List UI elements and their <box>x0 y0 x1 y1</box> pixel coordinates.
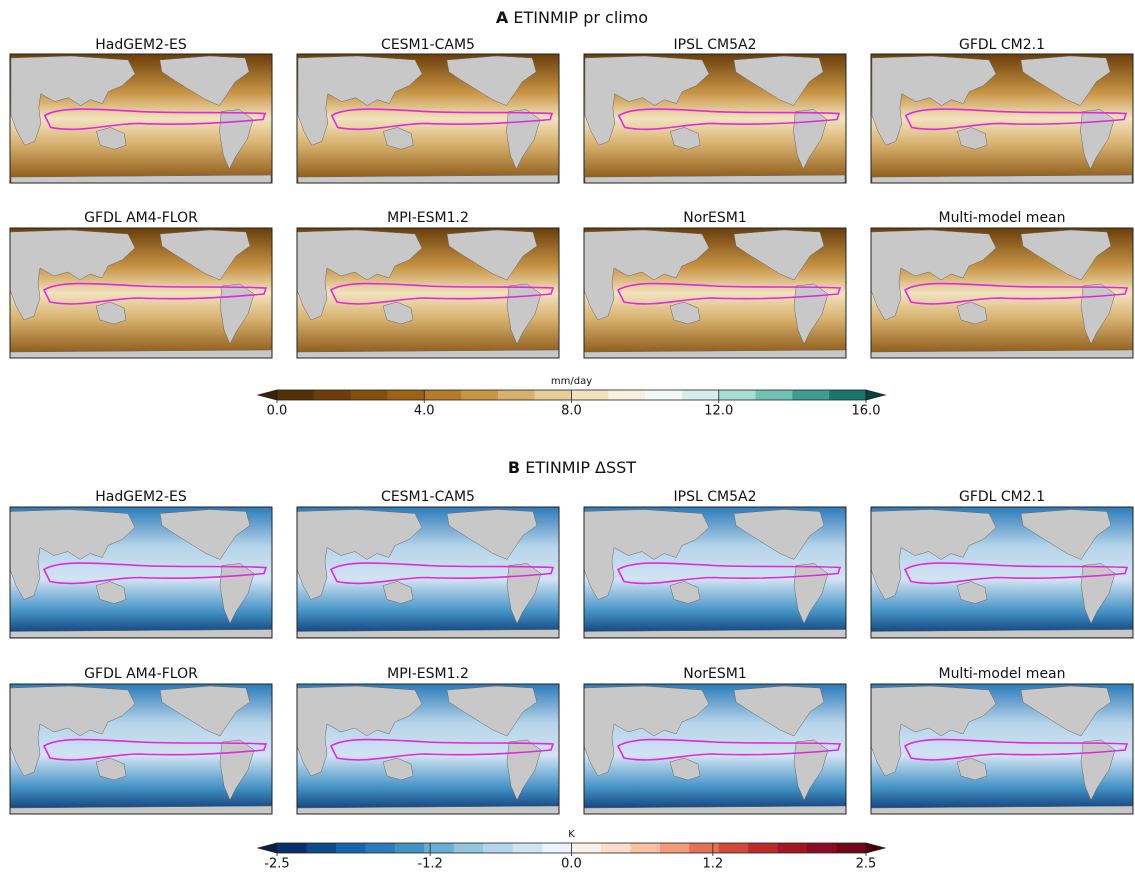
colorbar-segment <box>756 390 793 400</box>
panel-title: ETINMIP pr climo <box>513 8 648 27</box>
colorbar-segment <box>351 390 388 400</box>
colorbar-segment <box>461 390 498 400</box>
map-title: Multi-model mean <box>938 210 1065 226</box>
colorbar-tick-label: 4.0 <box>414 404 435 419</box>
colorbar-segment <box>365 843 395 853</box>
colorbar-segment <box>837 843 867 853</box>
colorbar-segment <box>682 390 719 400</box>
map-title: IPSL CM5A2 <box>674 489 757 505</box>
colorbar-segment <box>608 390 645 400</box>
colorbar-tick-label: 1.2 <box>703 857 724 872</box>
map-title: NorESM1 <box>683 210 747 226</box>
colorbar-segment <box>645 390 682 400</box>
colorbar-segment <box>748 843 778 853</box>
colorbar-segment <box>630 843 660 853</box>
colorbar-tick-label: 8.0 <box>561 404 582 419</box>
panel-label: B <box>508 458 520 477</box>
colorbar-tick-label: 12.0 <box>704 404 733 419</box>
map-title: Multi-model mean <box>938 666 1065 682</box>
colorbar-segment <box>660 843 690 853</box>
map-title: CESM1-CAM5 <box>381 37 475 53</box>
map-title: CESM1-CAM5 <box>381 489 475 505</box>
colorbar-tick-label: 0.0 <box>561 857 582 872</box>
colorbar-tick-label: 16.0 <box>852 404 881 419</box>
colorbar-segment <box>572 843 602 853</box>
map-title: GFDL AM4-FLOR <box>84 666 198 682</box>
colorbar-segment <box>277 843 307 853</box>
map-title: HadGEM2-ES <box>95 37 187 53</box>
colorbar-segment <box>601 843 631 853</box>
map-title: NorESM1 <box>683 666 747 682</box>
figure: A ETINMIP pr climo HadGEM2-ES CESM1-CAM5 IP… <box>0 0 1135 878</box>
colorbar-segment <box>306 843 336 853</box>
colorbar-segment <box>387 390 424 400</box>
colorbar-extend-low <box>258 843 277 853</box>
panel-heading: B ETINMIP ΔSST <box>508 458 636 477</box>
colorbar-tick-label: -2.5 <box>264 857 289 872</box>
colorbar-segment <box>792 390 829 400</box>
colorbar-segment <box>513 843 543 853</box>
colorbar-tick-label: 2.5 <box>856 857 877 872</box>
colorbar-segment <box>395 843 425 853</box>
colorbar-segment <box>535 390 572 400</box>
map-title: MPI-ESM1.2 <box>387 666 469 682</box>
colorbar-segment <box>689 843 719 853</box>
map-title: IPSL CM5A2 <box>674 37 757 53</box>
colorbar-segment <box>542 843 572 853</box>
panel-label: A <box>496 8 509 27</box>
colorbar-segment <box>572 390 609 400</box>
colorbar-segment <box>454 843 484 853</box>
panel-title: ETINMIP ΔSST <box>525 458 636 477</box>
colorbar-segment <box>336 843 366 853</box>
panel-heading: A ETINMIP pr climo <box>496 8 648 27</box>
map-title: GFDL CM2.1 <box>959 37 1045 53</box>
colorbar-segment <box>719 390 756 400</box>
colorbar-unit: mm/day <box>551 376 592 387</box>
colorbar-segment <box>807 843 837 853</box>
colorbar-segment <box>483 843 513 853</box>
colorbar-segment <box>424 390 461 400</box>
map-title: GFDL AM4-FLOR <box>84 210 198 226</box>
colorbar-segment <box>277 390 314 400</box>
colorbar-tick-label: 0.0 <box>267 404 288 419</box>
colorbar-extend-high <box>866 843 885 853</box>
map-title: GFDL CM2.1 <box>959 489 1045 505</box>
colorbar-segment <box>719 843 749 853</box>
map-title: HadGEM2-ES <box>95 489 187 505</box>
colorbar-extend-low <box>258 390 277 400</box>
map-title: MPI-ESM1.2 <box>387 210 469 226</box>
colorbar-segment <box>829 390 866 400</box>
colorbar-unit: K <box>568 829 575 840</box>
colorbar-tick-label: -1.2 <box>417 857 442 872</box>
colorbar-extend-high <box>866 390 885 400</box>
colorbar-segment <box>314 390 351 400</box>
colorbar-segment <box>424 843 454 853</box>
colorbar-segment <box>498 390 535 400</box>
colorbar-segment <box>778 843 808 853</box>
